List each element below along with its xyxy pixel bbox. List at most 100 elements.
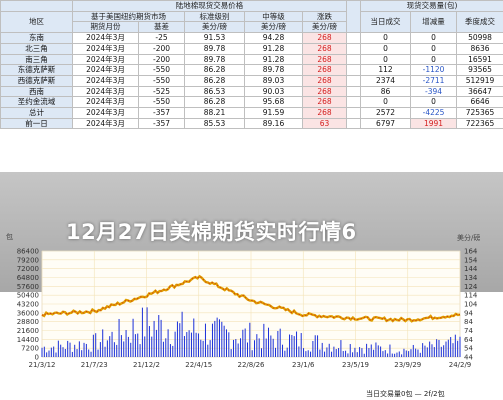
region-cell: 圣约金流域 [0, 96, 73, 109]
mid-price-cell: 91.28 [244, 53, 303, 66]
y-right-tick-label: 44 [464, 354, 473, 362]
futures-month-cell: 2024年3月 [72, 96, 139, 109]
mid-price-cell: 89.78 [244, 64, 303, 76]
x-tick-label: 22/8/26 [238, 361, 266, 369]
increment-cell: 1991 [410, 117, 458, 130]
y-right-tick-label: 114 [464, 292, 478, 300]
change-cell: 268 [301, 107, 348, 119]
basis-cell: -550 [138, 74, 185, 87]
basis-cell: -200 [138, 42, 185, 55]
futures-month-cell: 2024年3月 [72, 53, 139, 66]
season-volume-cell: 725365 [456, 107, 503, 119]
cotton-price-table-area: 陆地棉现货交易价格 现货交易量(包) 地区 基于美国纽约期货市场 标准级别 中等… [0, 0, 503, 172]
separator-cell [346, 53, 362, 66]
table-row: 北三角 2024年3月 -200 89.78 91.28 268 0 0 8636 [0, 42, 503, 55]
season-volume-cell: 36647 [456, 85, 503, 98]
standard-price-cell: 86.28 [184, 96, 245, 109]
season-volume-cell: 16591 [456, 53, 503, 66]
header-season-volume: 季度成交 [456, 10, 503, 34]
standard-price-cell: 86.53 [184, 85, 245, 98]
y-left-tick-label: 50400 [17, 292, 39, 300]
header-basis: 基差 [138, 21, 185, 34]
change-cell: 268 [301, 32, 348, 44]
standard-price-cell: 89.78 [184, 53, 245, 66]
season-volume-cell: 50998 [456, 32, 503, 44]
mid-price-cell: 95.68 [244, 96, 303, 109]
chart-right-unit: 美分/磅 [457, 234, 481, 242]
x-tick-label: 23/5/19 [342, 361, 369, 369]
table-row: 圣约金流域 2024年3月 -550 86.28 95.68 268 0 0 6646 [0, 96, 503, 109]
header-unit-standard: 美分/磅 [184, 21, 245, 34]
y-left-tick-label: 64800 [17, 274, 39, 282]
separator-cell [346, 64, 362, 76]
x-tick-label: 22/4/15 [185, 361, 212, 369]
standard-price-cell: 86.28 [184, 64, 245, 76]
table-row: 南三角 2024年3月 -200 89.78 91.28 268 0 0 16591 [0, 53, 503, 66]
day-volume-cell: 2374 [360, 74, 412, 87]
chart-footer-label: 当日交易量0包 — 2f/2包 [366, 390, 445, 398]
change-cell: 268 [301, 53, 348, 66]
futures-month-cell: 2024年3月 [72, 64, 139, 76]
basis-cell: -357 [138, 117, 185, 130]
y-right-tick-label: 154 [464, 256, 478, 264]
day-volume-cell: 2572 [360, 107, 412, 119]
y-right-tick-label: 74 [464, 327, 473, 335]
table-header-row-3: 期货月份 基差 美分/磅 美分/磅 美分/磅 [1, 21, 503, 34]
table-row: 西南 2024年3月 -525 86.53 90.03 268 86 -394 36647 [0, 85, 503, 98]
region-cell: 北三角 [0, 42, 73, 55]
futures-month-cell: 2024年3月 [72, 32, 139, 44]
region-cell: 东德克萨斯 [0, 64, 73, 76]
standard-price-cell: 89.78 [184, 42, 245, 55]
basis-cell: -25 [138, 32, 185, 44]
increment-cell: -394 [410, 85, 458, 98]
futures-month-cell: 2024年3月 [72, 42, 139, 55]
header-region: 地区 [0, 10, 73, 34]
x-tick-label: 23/1/6 [292, 361, 315, 369]
increment-cell: -2711 [410, 74, 458, 87]
y-right-tick-label: 134 [464, 274, 478, 282]
increment-cell: 0 [410, 32, 458, 44]
header-futures-market: 基于美国纽约期货市场 [72, 10, 185, 23]
basis-cell: -200 [138, 53, 185, 66]
standard-price-cell: 88.21 [184, 107, 245, 119]
increment-cell: -1120 [410, 64, 458, 76]
basis-cell: -550 [138, 64, 185, 76]
table-header-row-1: 陆地棉现货交易价格 现货交易量(包) [0, 0, 503, 34]
separator-cell [346, 42, 362, 55]
futures-month-cell: 2024年3月 [72, 74, 139, 87]
group-header-spot-price: 陆地棉现货交易价格 [71, 0, 348, 12]
basis-cell: -357 [138, 107, 185, 119]
y-right-tick-label: 104 [464, 301, 478, 309]
day-volume-cell: 0 [360, 32, 412, 44]
separator-cell [346, 32, 362, 44]
mid-price-cell: 91.28 [244, 42, 303, 55]
standard-price-cell: 86.28 [184, 74, 245, 87]
price-line-markers [41, 275, 461, 322]
separator-cell [346, 96, 362, 109]
y-left-tick-label: 14400 [17, 336, 39, 344]
mid-price-cell: 90.03 [244, 85, 303, 98]
table-row: 前一日 2024年3月 -357 85.53 89.16 63 6797 1991 722365 [0, 117, 503, 130]
y-right-tick-label: 64 [464, 336, 473, 344]
y-left-tick-label: 57600 [17, 283, 39, 291]
mid-price-cell: 89.16 [244, 117, 303, 130]
standard-price-cell: 85.53 [184, 117, 245, 130]
y-left-tick-label: 79200 [17, 256, 39, 264]
headline-title: 12月27日美棉期货实时行情6 [66, 220, 357, 244]
table-header-row-2: 地区 基于美国纽约期货市场 标准级别 中等级 涨跌 当日成交 增减量 季度成交 [0, 10, 503, 34]
futures-month-cell: 2024年3月 [72, 85, 139, 98]
basis-cell: -550 [138, 96, 185, 109]
mid-price-cell: 91.59 [244, 107, 303, 119]
header-day-volume: 当日成交 [360, 10, 412, 34]
region-cell: 西德克萨斯 [0, 74, 73, 87]
y-left-tick-label: 21600 [17, 327, 39, 335]
separator-cell [346, 85, 362, 98]
futures-month-cell: 2024年3月 [72, 117, 139, 130]
season-volume-cell: 6646 [456, 96, 503, 109]
table-row: 东南 2024年3月 -25 91.53 94.28 268 0 0 50998 [0, 32, 503, 44]
day-volume-cell: 86 [360, 85, 412, 98]
chart-svg: 86400 164 79200 154 72000 144 64800 134 57600 124… [17, 248, 478, 370]
basis-cell: -525 [138, 85, 185, 98]
mid-price-cell: 94.28 [244, 32, 303, 44]
region-cell: 总计 [0, 107, 73, 119]
